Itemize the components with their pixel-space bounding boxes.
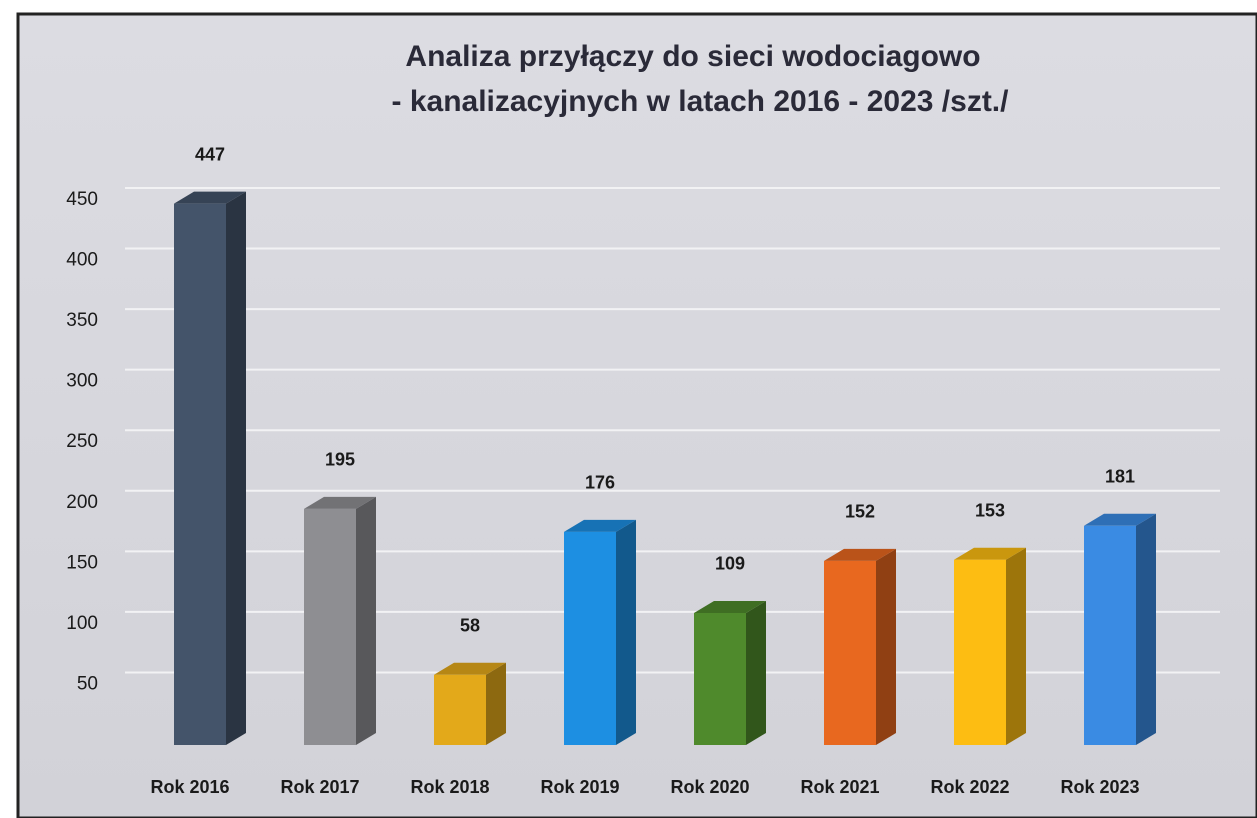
data-label: 176 [585,473,615,493]
bar-side [876,548,896,745]
bar-front [1084,525,1136,745]
bar-front [954,559,1006,745]
bar-side [356,496,376,745]
bar-top [1084,513,1156,526]
y-tick-label: 450 [66,189,98,210]
bar-side [1006,547,1026,745]
bar-top [694,600,766,613]
data-label: 58 [460,616,480,636]
bar-front [434,674,486,745]
x-tick-label: Rok 2022 [930,777,1009,797]
bar-top [304,496,376,509]
data-label: 152 [845,502,875,522]
data-label: 181 [1105,467,1135,487]
bar [174,191,246,746]
bar-side [616,519,636,745]
y-tick-label: 50 [77,673,98,694]
bar-side [746,600,766,745]
y-tick-label: 250 [66,431,98,452]
bar-top [174,191,246,204]
y-tick-label: 400 [66,250,98,271]
bar [1084,513,1156,745]
bar-top [824,548,896,561]
bar-side [1136,513,1156,745]
bar-side [226,191,246,746]
x-tick-label: Rok 2023 [1060,777,1139,797]
bar-top [434,662,506,675]
bar [824,548,896,745]
data-label: 195 [325,450,355,470]
bar-front [694,612,746,745]
bar-front [174,203,226,746]
x-tick-label: Rok 2016 [150,777,229,797]
x-tick-label: Rok 2019 [540,777,619,797]
data-label: 153 [975,500,1005,520]
y-tick-label: 350 [66,310,98,331]
y-tick-label: 300 [66,371,98,392]
bar-front [304,508,356,745]
bar [954,547,1026,745]
x-tick-label: Rok 2017 [280,777,359,797]
chart-title: Analiza przyłączy do sieci wodociagowo [405,40,980,73]
y-tick-label: 150 [66,552,98,573]
y-tick-label: 100 [66,613,98,634]
bar-top [564,519,636,532]
data-label: 109 [715,554,745,574]
bar [434,662,506,745]
data-label: 447 [195,144,225,164]
x-tick-label: Rok 2021 [800,777,879,797]
bar-top [954,547,1026,560]
bar-front [564,531,616,745]
bar [304,496,376,745]
bar [564,519,636,745]
x-tick-label: Rok 2018 [410,777,489,797]
x-tick-label: Rok 2020 [670,777,749,797]
bar-side [486,662,506,745]
bar-front [824,560,876,745]
bar [694,600,766,745]
y-tick-label: 200 [66,492,98,513]
chart-title: - kanalizacyjnych w latach 2016 - 2023 /… [392,85,1010,118]
